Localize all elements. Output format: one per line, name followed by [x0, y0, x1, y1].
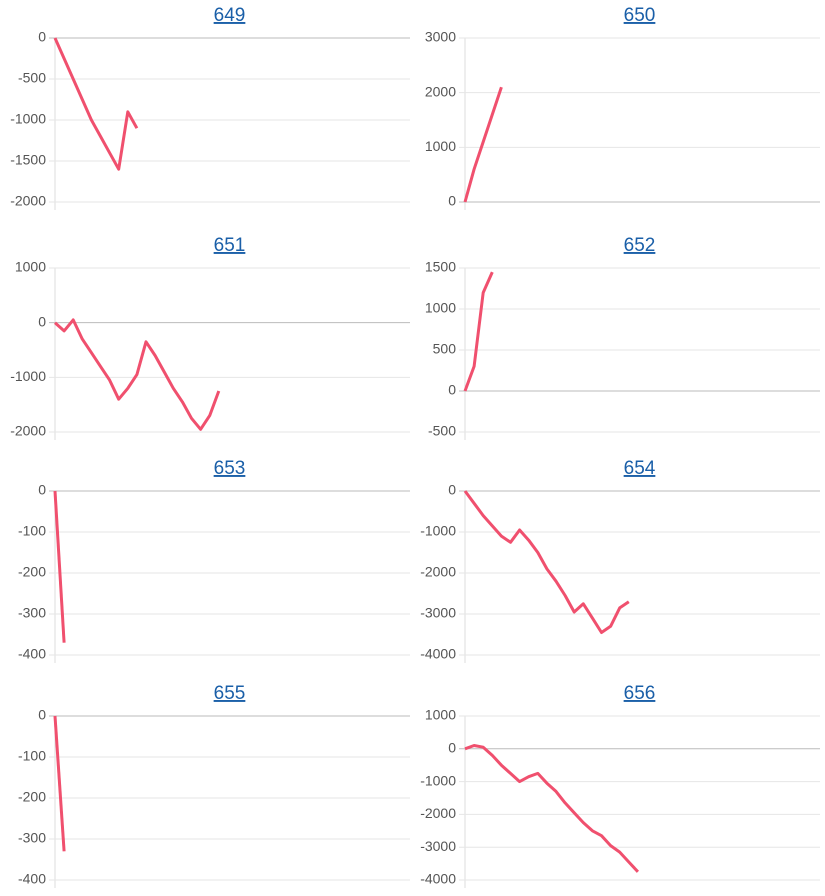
y-tick-label: 1000 — [425, 707, 456, 723]
y-tick-label: 0 — [38, 29, 46, 45]
y-tick-label: 500 — [433, 341, 457, 357]
y-tick-label: 0 — [38, 482, 46, 498]
chart-title[interactable]: 655 — [214, 683, 246, 704]
y-tick-label: -1500 — [10, 152, 46, 168]
y-tick-label: 0 — [448, 482, 456, 498]
y-tick-label: 0 — [448, 193, 456, 209]
chart-title[interactable]: 651 — [214, 235, 246, 256]
y-tick-label: -400 — [18, 646, 46, 662]
y-tick-label: -300 — [18, 605, 46, 621]
data-line — [463, 490, 630, 634]
y-tick-label: -500 — [428, 423, 456, 439]
data-line — [53, 715, 66, 852]
y-tick-label: 0 — [448, 740, 456, 756]
y-tick-label: -1000 — [420, 523, 456, 539]
y-tick-label: -1000 — [420, 772, 456, 788]
data-line — [53, 318, 221, 431]
y-tick-label: -500 — [18, 70, 46, 86]
data-line — [53, 37, 139, 171]
y-tick-label: 1000 — [15, 259, 46, 275]
y-tick-label: 0 — [38, 707, 46, 723]
y-tick-label: 0 — [448, 382, 456, 398]
y-tick-label: 0 — [38, 313, 46, 329]
chart-title[interactable]: 652 — [624, 235, 656, 256]
y-tick-label: -2000 — [10, 193, 46, 209]
chart-title[interactable]: 654 — [624, 458, 656, 479]
chart-title[interactable]: 649 — [214, 5, 246, 26]
y-tick-label: -400 — [18, 871, 46, 887]
y-tick-label: -2000 — [10, 423, 46, 439]
y-tick-label: 3000 — [425, 29, 456, 45]
y-tick-label: -2000 — [420, 805, 456, 821]
y-tick-label: -3000 — [420, 605, 456, 621]
y-tick-label: -3000 — [420, 838, 456, 854]
y-tick-label: -100 — [18, 748, 46, 764]
chart-title[interactable]: 653 — [214, 458, 246, 479]
y-tick-label: -200 — [18, 564, 46, 580]
y-tick-label: -2000 — [420, 564, 456, 580]
y-tick-label: -4000 — [420, 871, 456, 887]
y-tick-label: -300 — [18, 830, 46, 846]
data-line — [464, 744, 639, 873]
y-tick-label: -4000 — [420, 646, 456, 662]
y-tick-label: 2000 — [425, 83, 456, 99]
data-line — [463, 271, 494, 392]
y-tick-label: 1000 — [425, 138, 456, 154]
data-line — [53, 490, 66, 643]
y-tick-label: 1000 — [425, 300, 456, 316]
y-tick-label: -100 — [18, 523, 46, 539]
chart-title[interactable]: 650 — [624, 5, 656, 26]
chart-title[interactable]: 656 — [624, 683, 656, 704]
y-tick-label: 1500 — [425, 259, 456, 275]
y-tick-label: -1000 — [10, 111, 46, 127]
y-tick-label: -200 — [18, 789, 46, 805]
y-tick-label: -1000 — [10, 368, 46, 384]
data-line — [463, 86, 503, 203]
